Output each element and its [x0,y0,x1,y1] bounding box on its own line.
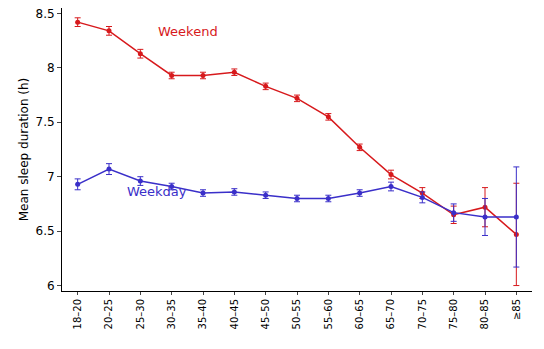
svg-text:Weekend: Weekend [158,24,218,39]
svg-text:6.5: 6.5 [36,224,55,238]
svg-text:45–50: 45–50 [260,299,271,329]
svg-text:70–75: 70–75 [417,299,428,329]
svg-text:Mean sleep duration (h): Mean sleep duration (h) [17,78,31,222]
svg-text:≥85: ≥85 [511,299,522,320]
svg-text:18–20: 18–20 [72,299,83,329]
svg-text:40–45: 40–45 [229,299,240,329]
svg-text:8: 8 [47,61,55,75]
svg-text:7: 7 [47,170,55,184]
svg-text:6: 6 [47,279,55,293]
svg-text:80–85: 80–85 [479,299,490,329]
svg-text:Weekday: Weekday [127,184,187,199]
svg-text:50–55: 50–55 [291,299,302,329]
svg-text:8.5: 8.5 [36,7,55,21]
svg-text:30–35: 30–35 [166,299,177,329]
svg-text:20–25: 20–25 [103,299,114,329]
svg-text:75–80: 75–80 [448,299,459,329]
svg-text:60–65: 60–65 [354,299,365,329]
svg-text:35–40: 35–40 [197,299,208,329]
svg-text:25–30: 25–30 [135,299,146,329]
svg-text:55–60: 55–60 [323,299,334,329]
svg-text:65–70: 65–70 [385,299,396,329]
svg-text:7.5: 7.5 [36,115,55,129]
